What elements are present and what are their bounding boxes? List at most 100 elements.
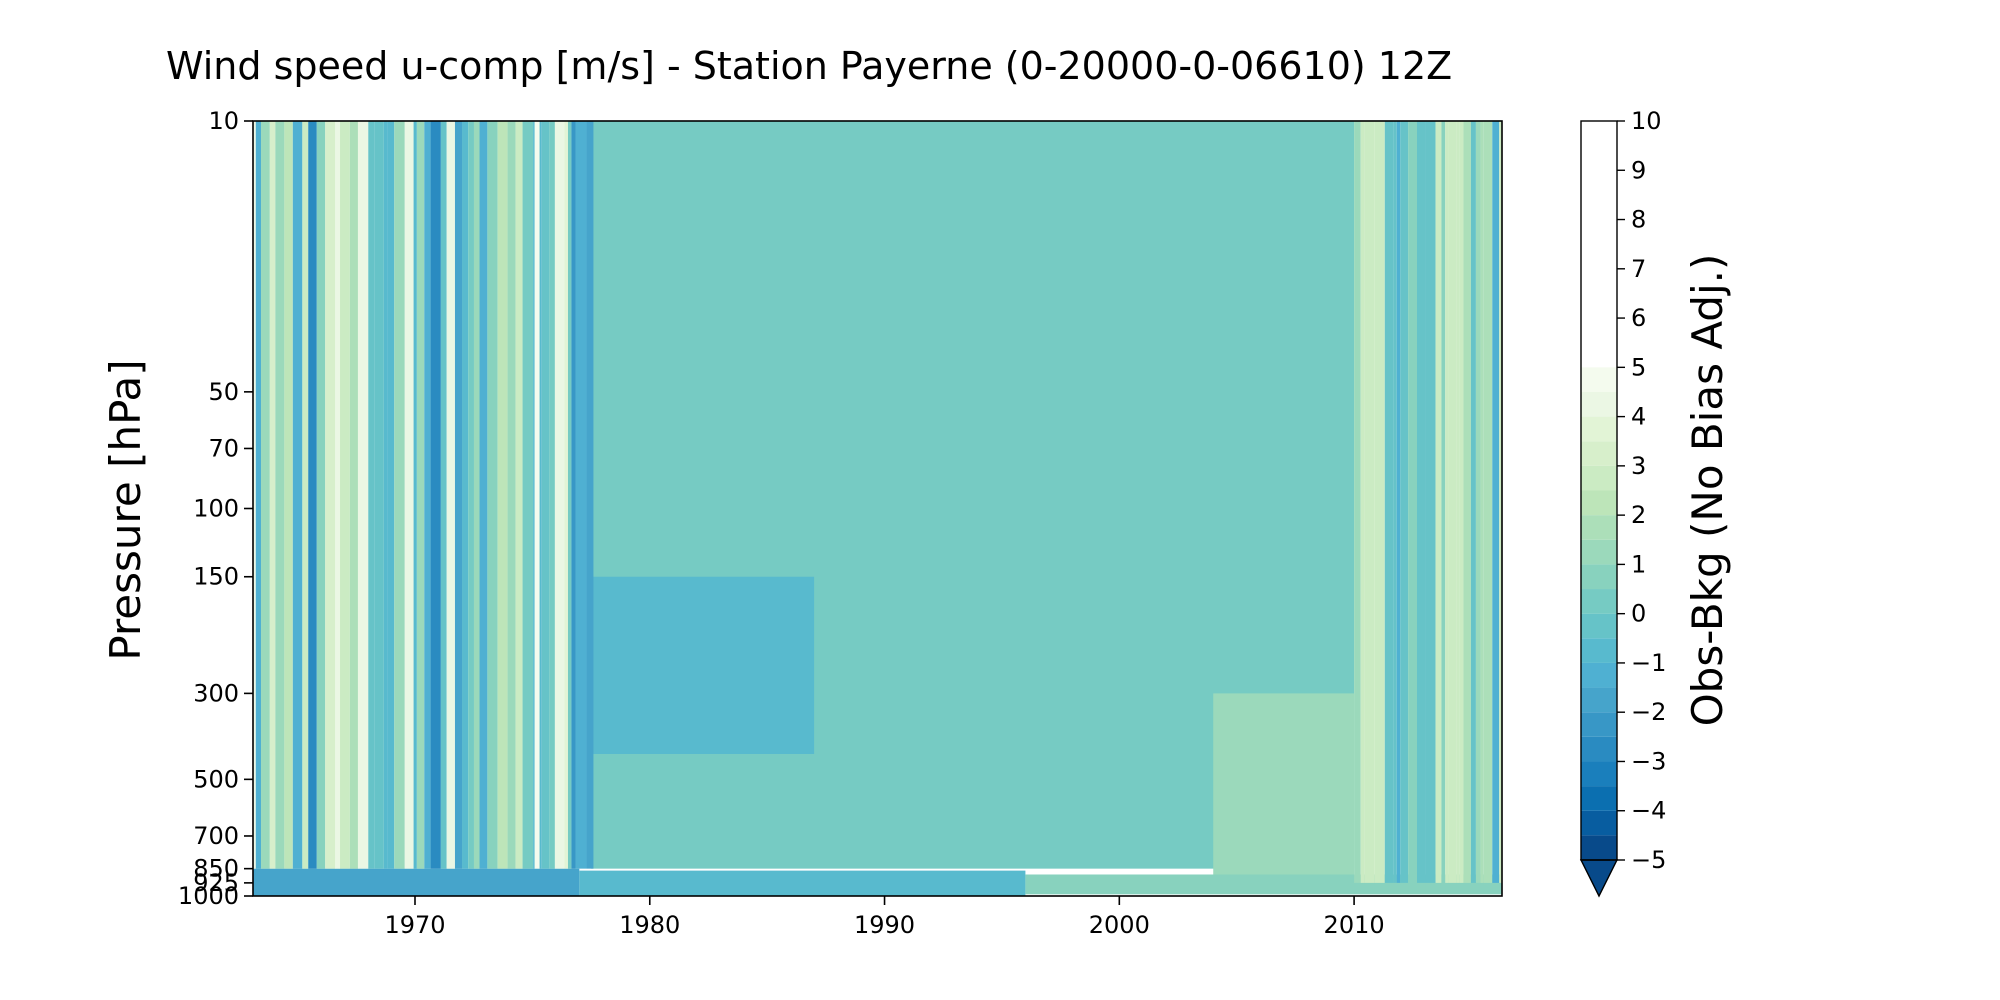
stripe: [339, 121, 350, 869]
colorbar-segment: [1581, 835, 1617, 860]
colorbar-tick-label: −4: [1631, 797, 1666, 825]
stripe: [394, 121, 405, 869]
stripe: [473, 121, 480, 869]
colorbar-segment: [1581, 416, 1617, 442]
colorbar-tick-label: −3: [1631, 747, 1666, 775]
stripe: [253, 121, 256, 869]
x-tick-label: 1980: [619, 911, 680, 939]
colorbar-segment: [1581, 391, 1617, 417]
y-tick-label: 500: [193, 765, 239, 793]
region: [591, 576, 815, 754]
colorbar-segment: [1581, 786, 1617, 811]
colorbar-tick-label: 1: [1631, 550, 1646, 578]
stripe: [413, 121, 417, 869]
y-tick-label: 700: [193, 822, 239, 850]
stripe: [349, 121, 358, 869]
stripe: [462, 121, 469, 869]
stripe: [387, 121, 395, 869]
stripe: [554, 121, 565, 869]
colorbar-segment: [1581, 712, 1617, 737]
colorbar-segment: [1581, 589, 1617, 614]
stripe: [575, 121, 587, 869]
colorbar-segment: [1581, 761, 1617, 787]
stripe: [255, 121, 262, 869]
stripe: [507, 121, 516, 869]
colorbar-tick-label: 6: [1631, 304, 1646, 332]
y-tick-label: 150: [193, 563, 239, 591]
stripe: [515, 121, 523, 869]
colorbar-label: Obs-Bkg (No Bias Adj.): [1683, 254, 1732, 727]
colorbar-segment: [1581, 736, 1617, 762]
stripe: [1475, 121, 1481, 883]
stripe: [292, 121, 303, 869]
notable-streaks: [335, 121, 540, 869]
stripe: [549, 121, 555, 869]
stripe: [487, 121, 498, 869]
y-tick-label: 50: [208, 378, 239, 406]
stripe: [1360, 121, 1365, 883]
stripe: [424, 121, 431, 869]
stripe: [357, 121, 369, 869]
stripe: [468, 121, 474, 869]
stripe: [275, 121, 285, 869]
y-tick-label: 10: [208, 107, 239, 135]
y-tick-label: 100: [193, 495, 239, 523]
colorbar-segment: [1581, 539, 1617, 565]
stripe: [325, 121, 336, 869]
y-tick-label: 925: [193, 869, 239, 897]
colorbar-tick-label: −5: [1631, 846, 1666, 874]
stripe: [1445, 121, 1449, 883]
x-axis-ticks: 1970 1980 1990 2000 2010: [384, 896, 1385, 939]
colorbar-tick-label: 5: [1631, 353, 1646, 381]
stripe: [1470, 121, 1476, 883]
colorbar-segment: [1581, 687, 1617, 713]
colorbar-frame: [1580, 120, 1618, 861]
stripe: [571, 121, 576, 869]
stripe: [1456, 121, 1460, 883]
colorbar-tick-label: 7: [1631, 255, 1646, 283]
stripe: [1463, 121, 1471, 883]
stripe: [316, 121, 326, 869]
stripe: [1435, 121, 1442, 883]
stripe: [1384, 121, 1394, 883]
y-tick-label: 70: [208, 434, 239, 462]
colorbar-segment: [1581, 564, 1617, 590]
x-tick-label: 1990: [854, 911, 915, 939]
filled-regions: [253, 121, 1502, 896]
colorbar-tick-label: −1: [1631, 649, 1666, 677]
x-tick-label: 2000: [1089, 911, 1150, 939]
stripe: [541, 121, 550, 869]
stripe: [302, 121, 309, 869]
region: [1213, 693, 1355, 879]
stripe: [586, 121, 594, 869]
colorbar-tick-label: −2: [1631, 698, 1666, 726]
stripe: [564, 121, 568, 869]
stripe: [1417, 121, 1426, 883]
streak: [335, 121, 341, 869]
y-tick-label: 1000: [178, 882, 239, 910]
colorbar-segment: [1581, 662, 1617, 688]
colorbar: −5 −4 −3 −2 −1 0 1 2 3 4 5 6 7 8 9 10: [1579, 107, 1666, 898]
colorbar-tick-label: 10: [1631, 107, 1662, 135]
stripe: [383, 121, 388, 869]
stripe: [284, 121, 293, 869]
stripe: [1441, 121, 1446, 883]
stripe: [1374, 121, 1385, 883]
region: [579, 870, 1026, 896]
chart-title: Wind speed u-comp [m/s] - Station Payern…: [166, 44, 1452, 88]
y-tick-label: 850: [193, 855, 239, 883]
stripe: [416, 121, 425, 869]
y-axis-label: Pressure [hPa]: [101, 359, 150, 660]
stripe: [1396, 121, 1401, 883]
stripe: [1400, 121, 1409, 883]
stripe: [1499, 121, 1502, 883]
stripe: [522, 121, 534, 869]
stripe: [404, 121, 414, 869]
x-tick-label: 1970: [384, 911, 445, 939]
colorbar-segment: [1581, 515, 1617, 540]
colorbar-segment: [1581, 613, 1617, 639]
stripe: [1492, 121, 1500, 883]
colorbar-segment: [1581, 441, 1617, 466]
stripe: [374, 121, 384, 869]
stripe: [497, 121, 508, 869]
